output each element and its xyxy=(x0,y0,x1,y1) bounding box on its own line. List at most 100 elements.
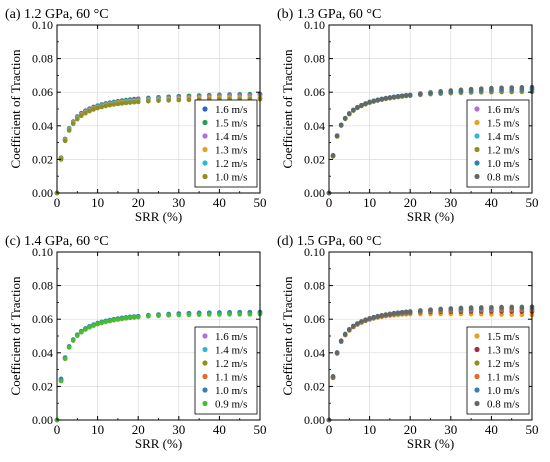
legend-label: 1.2 m/s xyxy=(215,358,247,370)
x-tick-label: 40 xyxy=(213,422,226,437)
data-point xyxy=(156,313,161,318)
data-point xyxy=(379,96,385,102)
y-tick-label: 0.00 xyxy=(32,413,53,427)
y-tick-label: 0.04 xyxy=(304,119,325,133)
data-point xyxy=(83,110,88,116)
legend-label: 1.1 m/s xyxy=(215,372,247,384)
data-point xyxy=(107,102,113,108)
legend-box xyxy=(194,326,258,415)
legend: 1.6 m/s 1.5 m/s1.4 m/s 1.3 m/s1.2 m/s 1.0 m… xyxy=(194,99,258,188)
data-point xyxy=(217,312,222,317)
data-point xyxy=(342,331,348,337)
x-axis: 0 10 20 30 40 50 SRR (%) xyxy=(326,25,539,224)
data-point xyxy=(448,88,454,93)
legend-label: 1.0 m/s xyxy=(215,172,247,184)
data-point xyxy=(379,313,385,318)
legend-label: 1.4 m/s xyxy=(487,131,519,143)
x-tick-label: 30 xyxy=(172,195,185,210)
panel-title: (c) 1.4 GPa, 60 °C xyxy=(5,234,109,249)
data-point xyxy=(375,97,381,103)
legend-label: 1.6 m/s xyxy=(215,331,247,343)
data-point xyxy=(438,306,443,312)
data-point xyxy=(146,98,151,104)
data-point xyxy=(62,356,68,361)
data-point xyxy=(489,304,494,310)
x-tick-label: 20 xyxy=(132,195,145,210)
data-point xyxy=(70,121,76,127)
legend-marker xyxy=(474,373,480,380)
data-point xyxy=(407,309,413,314)
data-point xyxy=(347,326,352,332)
y-axis-label: Coefficient of Traction xyxy=(8,49,23,168)
data-point xyxy=(489,85,494,91)
x-tick-label: 10 xyxy=(363,422,376,437)
legend-label: 1.2 m/s xyxy=(487,358,519,370)
data-point xyxy=(111,102,117,107)
data-point xyxy=(99,104,104,110)
data-point xyxy=(468,305,474,310)
data-point xyxy=(206,312,212,317)
data-point xyxy=(127,315,133,320)
data-point xyxy=(87,108,92,114)
x-axis: 0 10 20 30 40 50 SRR (%) xyxy=(326,252,539,451)
legend-marker xyxy=(474,146,480,153)
series-0-8-m-s xyxy=(326,84,535,196)
data-point xyxy=(418,91,423,96)
x-tick-label: 0 xyxy=(326,422,333,437)
data-point xyxy=(509,312,514,317)
y-tick-label: 0.02 xyxy=(304,379,325,393)
x-tick-label: 20 xyxy=(132,422,145,437)
legend-marker xyxy=(474,387,480,393)
y-tick-label: 0.04 xyxy=(32,119,53,133)
data-point xyxy=(407,92,413,98)
y-tick-label: 0.06 xyxy=(32,312,53,326)
data-point xyxy=(58,157,64,162)
data-point xyxy=(403,309,409,315)
data-point xyxy=(186,312,192,318)
y-tick-label: 0.08 xyxy=(32,52,53,66)
y-axis: 0.00 0.02 0.04 0.06 0.08 0.10 Coefficient of T… xyxy=(280,245,532,427)
data-point xyxy=(403,93,409,98)
data-point xyxy=(519,312,525,318)
data-point xyxy=(334,350,340,355)
y-axis-label: Coefficient of Traction xyxy=(8,276,23,395)
data-point xyxy=(371,98,376,104)
x-axis-label: SRR (%) xyxy=(407,436,454,451)
data-point xyxy=(83,326,88,332)
series-0-8-m-s xyxy=(326,304,535,423)
legend-label: 1.1 m/s xyxy=(487,372,519,384)
legend-label: 1.2 m/s xyxy=(487,145,519,157)
data-point xyxy=(418,308,423,313)
data-point xyxy=(91,323,96,328)
data-point xyxy=(338,338,344,344)
data-point xyxy=(468,86,474,92)
y-tick-label: 0.10 xyxy=(32,18,53,32)
legend-marker xyxy=(474,119,480,126)
legend-marker xyxy=(202,106,208,112)
data-point xyxy=(509,85,514,90)
data-point xyxy=(375,313,381,319)
y-tick-label: 0.08 xyxy=(304,279,325,293)
data-point xyxy=(135,99,141,105)
data-point xyxy=(176,97,182,103)
legend-marker xyxy=(202,346,208,353)
data-point xyxy=(367,99,372,105)
data-point xyxy=(123,315,129,321)
data-point xyxy=(499,304,504,310)
legend-box xyxy=(466,326,530,415)
data-point xyxy=(478,305,484,310)
x-tick-label: 10 xyxy=(91,422,104,437)
data-point xyxy=(428,90,433,95)
data-point xyxy=(387,311,393,317)
legend: 1.5 m/s 1.3 m/s1.2 m/s 1.1 m/s1.0 m/s 0.8 m… xyxy=(466,326,530,415)
legend-label: 1.0 m/s xyxy=(487,385,519,397)
y-tick-label: 0.10 xyxy=(304,245,325,259)
legend-marker xyxy=(474,346,480,353)
data-point xyxy=(107,318,113,324)
data-point xyxy=(359,103,364,108)
legend-label: 1.5 m/s xyxy=(487,331,519,343)
data-point xyxy=(79,113,84,119)
legend: 1.6 m/s 1.4 m/s1.2 m/s 1.1 m/s1.0 m/s 0.9 m… xyxy=(194,326,258,415)
